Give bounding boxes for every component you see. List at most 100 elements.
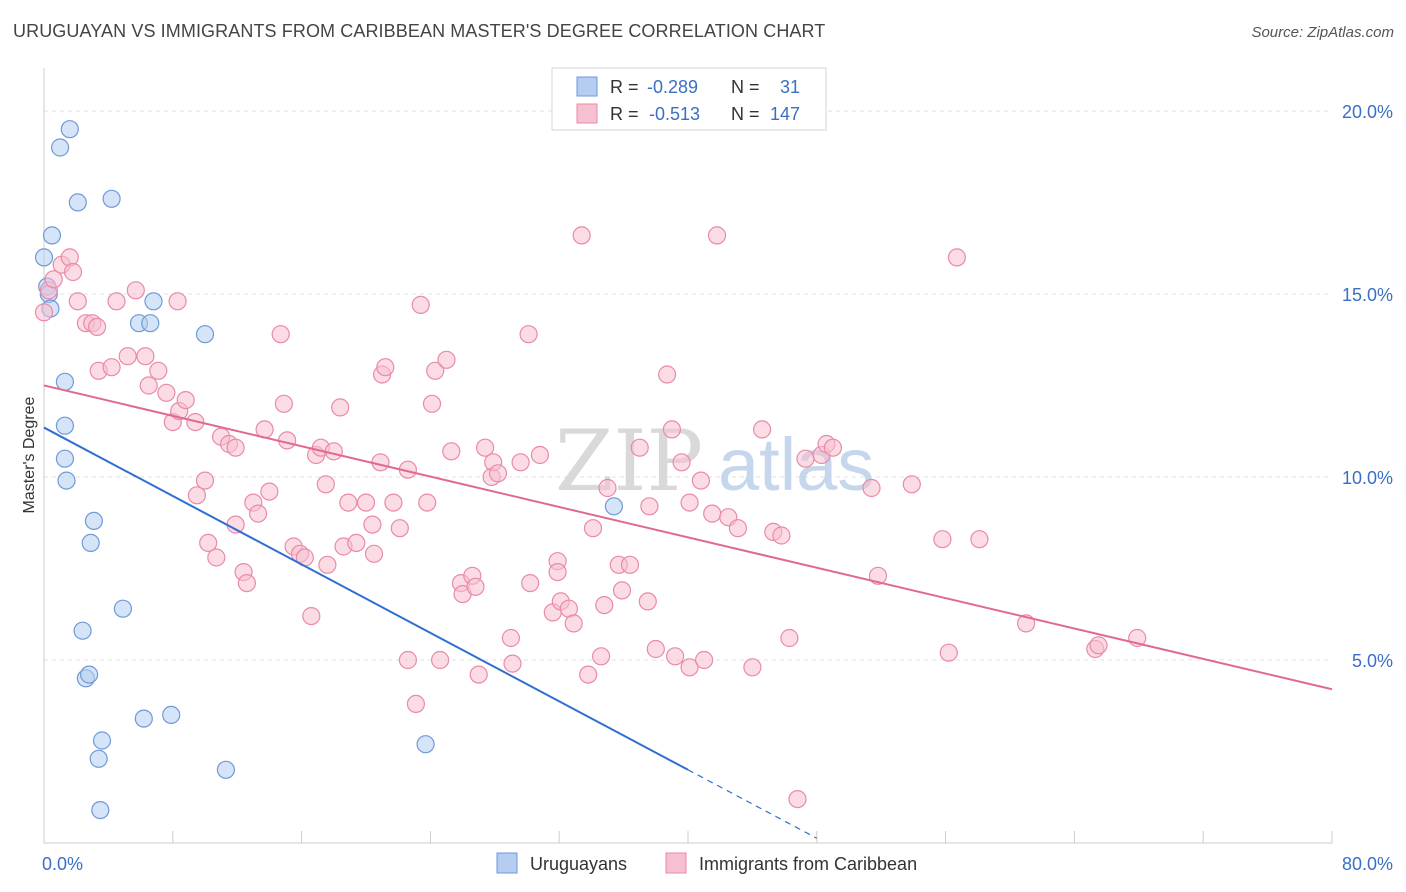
point-caribbean-123	[788, 789, 807, 809]
point-caribbean-106	[657, 365, 677, 384]
stats-r-label-2: R =	[610, 104, 639, 124]
trend-line-uruguayans	[43, 426, 689, 771]
point-caribbean-44	[302, 606, 321, 626]
point-caribbean-95	[583, 519, 603, 538]
stats-r-value-2: -0.513	[649, 104, 700, 124]
point-caribbean-94	[579, 665, 598, 684]
point-caribbean-68	[426, 361, 445, 380]
point-uruguayans-22	[162, 705, 181, 725]
point-caribbean-15	[136, 347, 155, 366]
point-caribbean-38	[271, 325, 290, 344]
point-caribbean-12	[107, 292, 126, 311]
stats-n-value-2: 147	[770, 104, 800, 124]
y-tick-label-0: 5.0%	[1352, 651, 1393, 671]
point-caribbean-18	[157, 383, 176, 402]
point-caribbean-9	[87, 317, 107, 336]
point-caribbean-127	[823, 438, 843, 457]
point-caribbean-55	[363, 515, 382, 534]
point-caribbean-85	[521, 573, 540, 593]
y-tick-label-1: 10.0%	[1342, 468, 1393, 488]
point-caribbean-107	[662, 420, 682, 439]
point-caribbean-92	[564, 614, 583, 633]
point-uruguayans-19	[92, 731, 112, 750]
point-uruguayans-5	[50, 138, 70, 157]
point-uruguayans-6	[60, 120, 79, 139]
point-caribbean-27	[207, 548, 226, 567]
point-caribbean-67	[422, 394, 442, 413]
point-caribbean-19	[168, 292, 187, 311]
stats-swatch-caribbean	[576, 103, 598, 124]
point-caribbean-104	[640, 497, 659, 516]
point-caribbean-130	[902, 475, 921, 494]
point-uruguayans-10	[55, 416, 75, 435]
point-caribbean-97	[595, 595, 614, 615]
point-caribbean-70	[437, 350, 456, 369]
series-legend: Uruguayans Immigrants from Caribbean	[496, 852, 917, 874]
point-caribbean-105	[646, 639, 665, 659]
point-caribbean-108	[665, 647, 685, 666]
stats-r-label-1: R =	[610, 77, 639, 97]
point-caribbean-110	[680, 493, 699, 512]
point-caribbean-52	[339, 493, 358, 512]
y-tick-label-2: 15.0%	[1342, 285, 1393, 305]
watermark-atlas: atlas	[718, 423, 874, 506]
point-caribbean-102	[630, 438, 649, 457]
point-uruguayans-30	[604, 497, 624, 516]
point-caribbean-39	[274, 394, 293, 413]
point-caribbean-133	[947, 248, 967, 267]
trend-lines	[43, 384, 1333, 839]
point-caribbean-118	[743, 658, 762, 677]
point-caribbean-114	[703, 504, 722, 523]
point-caribbean-135	[1016, 614, 1036, 633]
point-caribbean-75	[466, 577, 485, 596]
stats-legend: R = -0.289 N = 31 R = -0.513 N = 147	[551, 67, 827, 131]
point-caribbean-31	[226, 515, 245, 534]
point-caribbean-14	[126, 281, 145, 300]
point-caribbean-100	[612, 581, 632, 600]
point-caribbean-93	[572, 226, 591, 245]
point-uruguayans-18	[79, 665, 99, 684]
point-caribbean-0	[34, 303, 54, 322]
point-caribbean-50	[331, 398, 350, 417]
point-caribbean-86	[530, 445, 550, 465]
point-uruguayans-24	[91, 800, 110, 820]
trend-line-caribbean	[43, 384, 1333, 691]
point-uruguayans-23	[216, 760, 235, 779]
point-uruguayans-15	[113, 599, 133, 618]
stats-swatch-uruguayans	[576, 76, 598, 97]
point-caribbean-24	[187, 486, 206, 505]
point-caribbean-98	[598, 478, 617, 498]
point-caribbean-11	[102, 358, 121, 377]
point-caribbean-63	[398, 650, 417, 670]
scatter-points	[34, 120, 1147, 820]
point-caribbean-35	[249, 504, 268, 523]
y-tick-label-3: 20.0%	[1342, 102, 1393, 122]
point-caribbean-103	[638, 592, 657, 611]
point-caribbean-134	[970, 530, 989, 549]
point-uruguayans-29	[416, 735, 435, 754]
point-caribbean-119	[752, 420, 772, 439]
axes	[43, 68, 1333, 844]
point-caribbean-80	[488, 464, 508, 483]
point-caribbean-122	[780, 628, 799, 648]
point-caribbean-2	[44, 270, 63, 289]
point-uruguayans-26	[141, 314, 160, 333]
trend-line-uruguayans-extension	[687, 769, 818, 839]
point-uruguayans-12	[57, 471, 76, 490]
point-caribbean-71	[442, 442, 461, 461]
point-caribbean-77	[476, 438, 495, 457]
point-caribbean-25	[195, 471, 215, 490]
stats-n-label-1: N =	[731, 77, 760, 97]
point-uruguayans-0	[34, 248, 54, 267]
legend-label-uruguayans: Uruguayans	[530, 854, 627, 874]
point-caribbean-69	[431, 650, 450, 670]
point-caribbean-129	[868, 566, 888, 585]
legend-label-caribbean: Immigrants from Caribbean	[699, 854, 917, 874]
point-caribbean-61	[390, 519, 409, 538]
tick-labels: 5.0% 10.0% 15.0% 20.0% 0.0% 80.0%	[42, 102, 1393, 874]
x-tick-label-0: 0.0%	[42, 854, 83, 874]
point-caribbean-84	[519, 325, 538, 344]
y-axis-label: Master's Degree	[21, 396, 38, 513]
point-caribbean-57	[371, 453, 390, 472]
